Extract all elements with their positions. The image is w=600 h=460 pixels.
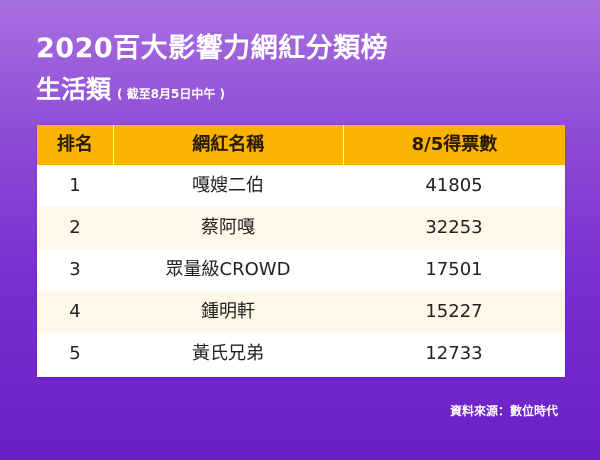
header-rank: 排名 (37, 125, 114, 165)
category-subtitle: 生活類 (36, 75, 112, 104)
table-row: 3 眾量級CROWD 17501 (37, 249, 565, 291)
header-name: 網紅名稱 (114, 125, 344, 165)
votes-cell: 15227 (425, 301, 483, 322)
table-row: 2 蔡阿嘎 32253 (37, 207, 565, 249)
name-cell: 嘎嫂二伯 (192, 175, 264, 196)
rank-cell: 4 (69, 301, 81, 322)
votes-cell: 12733 (425, 343, 483, 364)
table-header: 排名 網紅名稱 8/5得票數 (37, 125, 565, 165)
votes-cell: 32253 (425, 217, 483, 238)
ranking-table: 排名 網紅名稱 8/5得票數 1 嘎嫂二伯 41805 2 蔡阿嘎 32253 … (37, 125, 565, 377)
table-row: 4 鍾明軒 15227 (37, 291, 565, 333)
name-cell: 眾量級CROWD (165, 259, 291, 280)
rank-cell: 3 (69, 259, 81, 280)
name-cell: 黃氏兄弟 (192, 343, 264, 364)
rank-cell: 2 (69, 217, 81, 238)
name-cell: 蔡阿嘎 (201, 217, 255, 238)
page-title: 2020百大影響力網紅分類榜 (36, 33, 389, 64)
votes-cell: 41805 (425, 175, 483, 196)
rank-cell: 1 (69, 175, 81, 196)
source-credit: 資料來源：數位時代 (449, 404, 558, 418)
rank-cell: 5 (69, 343, 81, 364)
date-note: ( 截至8月5日中午 ) (117, 87, 226, 101)
header-votes: 8/5得票數 (411, 134, 498, 155)
votes-cell: 17501 (425, 259, 483, 280)
subtitle-row: 生活類 ( 截至8月5日中午 ) (36, 70, 225, 106)
table-row: 5 黃氏兄弟 12733 (37, 333, 565, 375)
name-cell: 鍾明軒 (201, 301, 255, 322)
table-row: 1 嘎嫂二伯 41805 (37, 165, 565, 207)
